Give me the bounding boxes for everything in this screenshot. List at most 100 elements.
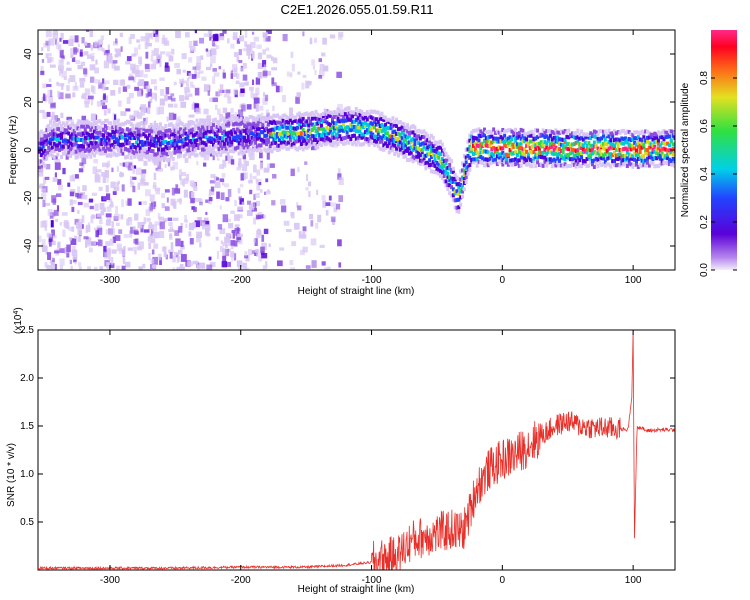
heatmap-cell	[132, 77, 136, 83]
heatmap-cell	[298, 134, 302, 139]
heatmap-cell	[622, 162, 626, 167]
heatmap-cell	[107, 137, 111, 142]
heatmap-cell	[259, 118, 263, 123]
heatmap-cell	[493, 138, 497, 143]
heatmap-cell	[332, 142, 338, 148]
heatmap-cell	[433, 149, 437, 154]
heatmap-cell	[393, 122, 397, 127]
heatmap-cell	[159, 98, 165, 106]
heatmap-cell	[569, 157, 573, 162]
heatmap-cell	[486, 143, 490, 148]
heatmap-cell	[484, 143, 488, 148]
heatmap-cell	[320, 112, 324, 117]
heatmap-cell	[411, 124, 415, 129]
heatmap-cell	[642, 134, 646, 139]
heatmap-cell	[54, 136, 58, 141]
heatmap-cell	[243, 135, 247, 140]
heatmap-cell	[180, 245, 185, 250]
heatmap-cell	[167, 217, 173, 221]
heatmap-cell	[351, 124, 355, 129]
heatmap-cell	[103, 124, 107, 129]
heatmap-cell	[448, 183, 452, 188]
heatmap-cell	[338, 177, 344, 186]
heatmap-cell	[177, 154, 181, 159]
heatmap-cell	[552, 157, 556, 162]
heatmap-cell	[358, 129, 362, 134]
heatmap-cell	[134, 250, 137, 255]
heatmap-cell	[596, 157, 600, 162]
heatmap-cell	[244, 126, 248, 131]
heatmap-cell	[521, 128, 525, 133]
heatmap-cell	[548, 142, 552, 147]
heatmap-cell	[362, 125, 366, 130]
heatmap-cell	[125, 154, 129, 159]
heatmap-cell	[149, 155, 153, 160]
heatmap-cell	[171, 187, 175, 196]
heatmap-cell	[211, 142, 215, 147]
heatmap-cell	[647, 140, 651, 145]
heatmap-cell	[102, 196, 107, 201]
heatmap-cell	[360, 135, 364, 140]
heatmap-cell	[107, 44, 110, 52]
heatmap-cell	[67, 182, 71, 187]
heatmap-cell	[459, 195, 463, 200]
heatmap-cell	[230, 159, 235, 165]
heatmap-cell	[541, 133, 545, 138]
heatmap-cell	[189, 146, 193, 151]
heatmap-cell	[120, 46, 123, 52]
heatmap-cell	[226, 134, 230, 139]
heatmap-cell	[484, 157, 488, 162]
heatmap-cell	[100, 141, 104, 146]
heatmap-cell	[385, 131, 389, 136]
heatmap-cell	[422, 162, 426, 167]
heatmap-cell	[184, 91, 188, 100]
heatmap-cell	[640, 158, 644, 163]
heatmap-cell	[307, 181, 312, 187]
heatmap-cell	[253, 97, 260, 104]
heatmap-cell	[400, 130, 404, 135]
heatmap-cell	[484, 149, 488, 154]
heatmap-cell	[209, 97, 213, 102]
heatmap-cell	[466, 139, 470, 144]
heatmap-cell	[175, 253, 179, 258]
heatmap-cell	[257, 52, 263, 60]
heatmap-cell	[70, 145, 74, 150]
heatmap-cell	[129, 114, 134, 120]
heatmap-cell	[142, 141, 146, 146]
heatmap-cell	[228, 130, 232, 135]
heatmap-cell	[216, 157, 220, 161]
heatmap-cell	[96, 119, 100, 124]
heatmap-cell	[420, 148, 424, 153]
heatmap-cell	[525, 149, 529, 154]
heatmap-cell	[61, 151, 65, 156]
heatmap-cell	[204, 150, 208, 155]
heatmap-cell	[536, 141, 540, 146]
heatmap-cell	[78, 148, 82, 153]
heatmap-cell	[255, 87, 260, 96]
heatmap-cell	[479, 142, 483, 147]
snr-xlabel: Height of straight line (km)	[298, 584, 415, 595]
heatmap-cell	[283, 130, 287, 135]
heatmap-cell	[233, 146, 237, 151]
heatmap-cell	[58, 136, 62, 141]
heatmap-cell	[561, 156, 565, 161]
spectrogram-xlabel: Height of straight line (km)	[298, 286, 415, 297]
heatmap-cell	[80, 120, 84, 125]
heatmap-cell	[371, 135, 375, 140]
heatmap-cell	[122, 122, 126, 127]
heatmap-cell	[266, 152, 270, 160]
heatmap-cell	[107, 141, 111, 146]
heatmap-cell	[526, 161, 530, 166]
heatmap-cell	[532, 143, 536, 148]
heatmap-cell	[174, 103, 178, 108]
heatmap-cell	[141, 169, 147, 174]
heatmap-cell	[541, 128, 545, 133]
heatmap-cell	[188, 114, 195, 118]
heatmap-cell	[104, 169, 109, 178]
heatmap-cell	[65, 153, 69, 160]
heatmap-cell	[114, 139, 118, 144]
heatmap-cell	[130, 226, 136, 234]
heatmap-cell	[251, 31, 255, 35]
heatmap-cell	[222, 128, 226, 133]
heatmap-cell	[662, 140, 666, 145]
